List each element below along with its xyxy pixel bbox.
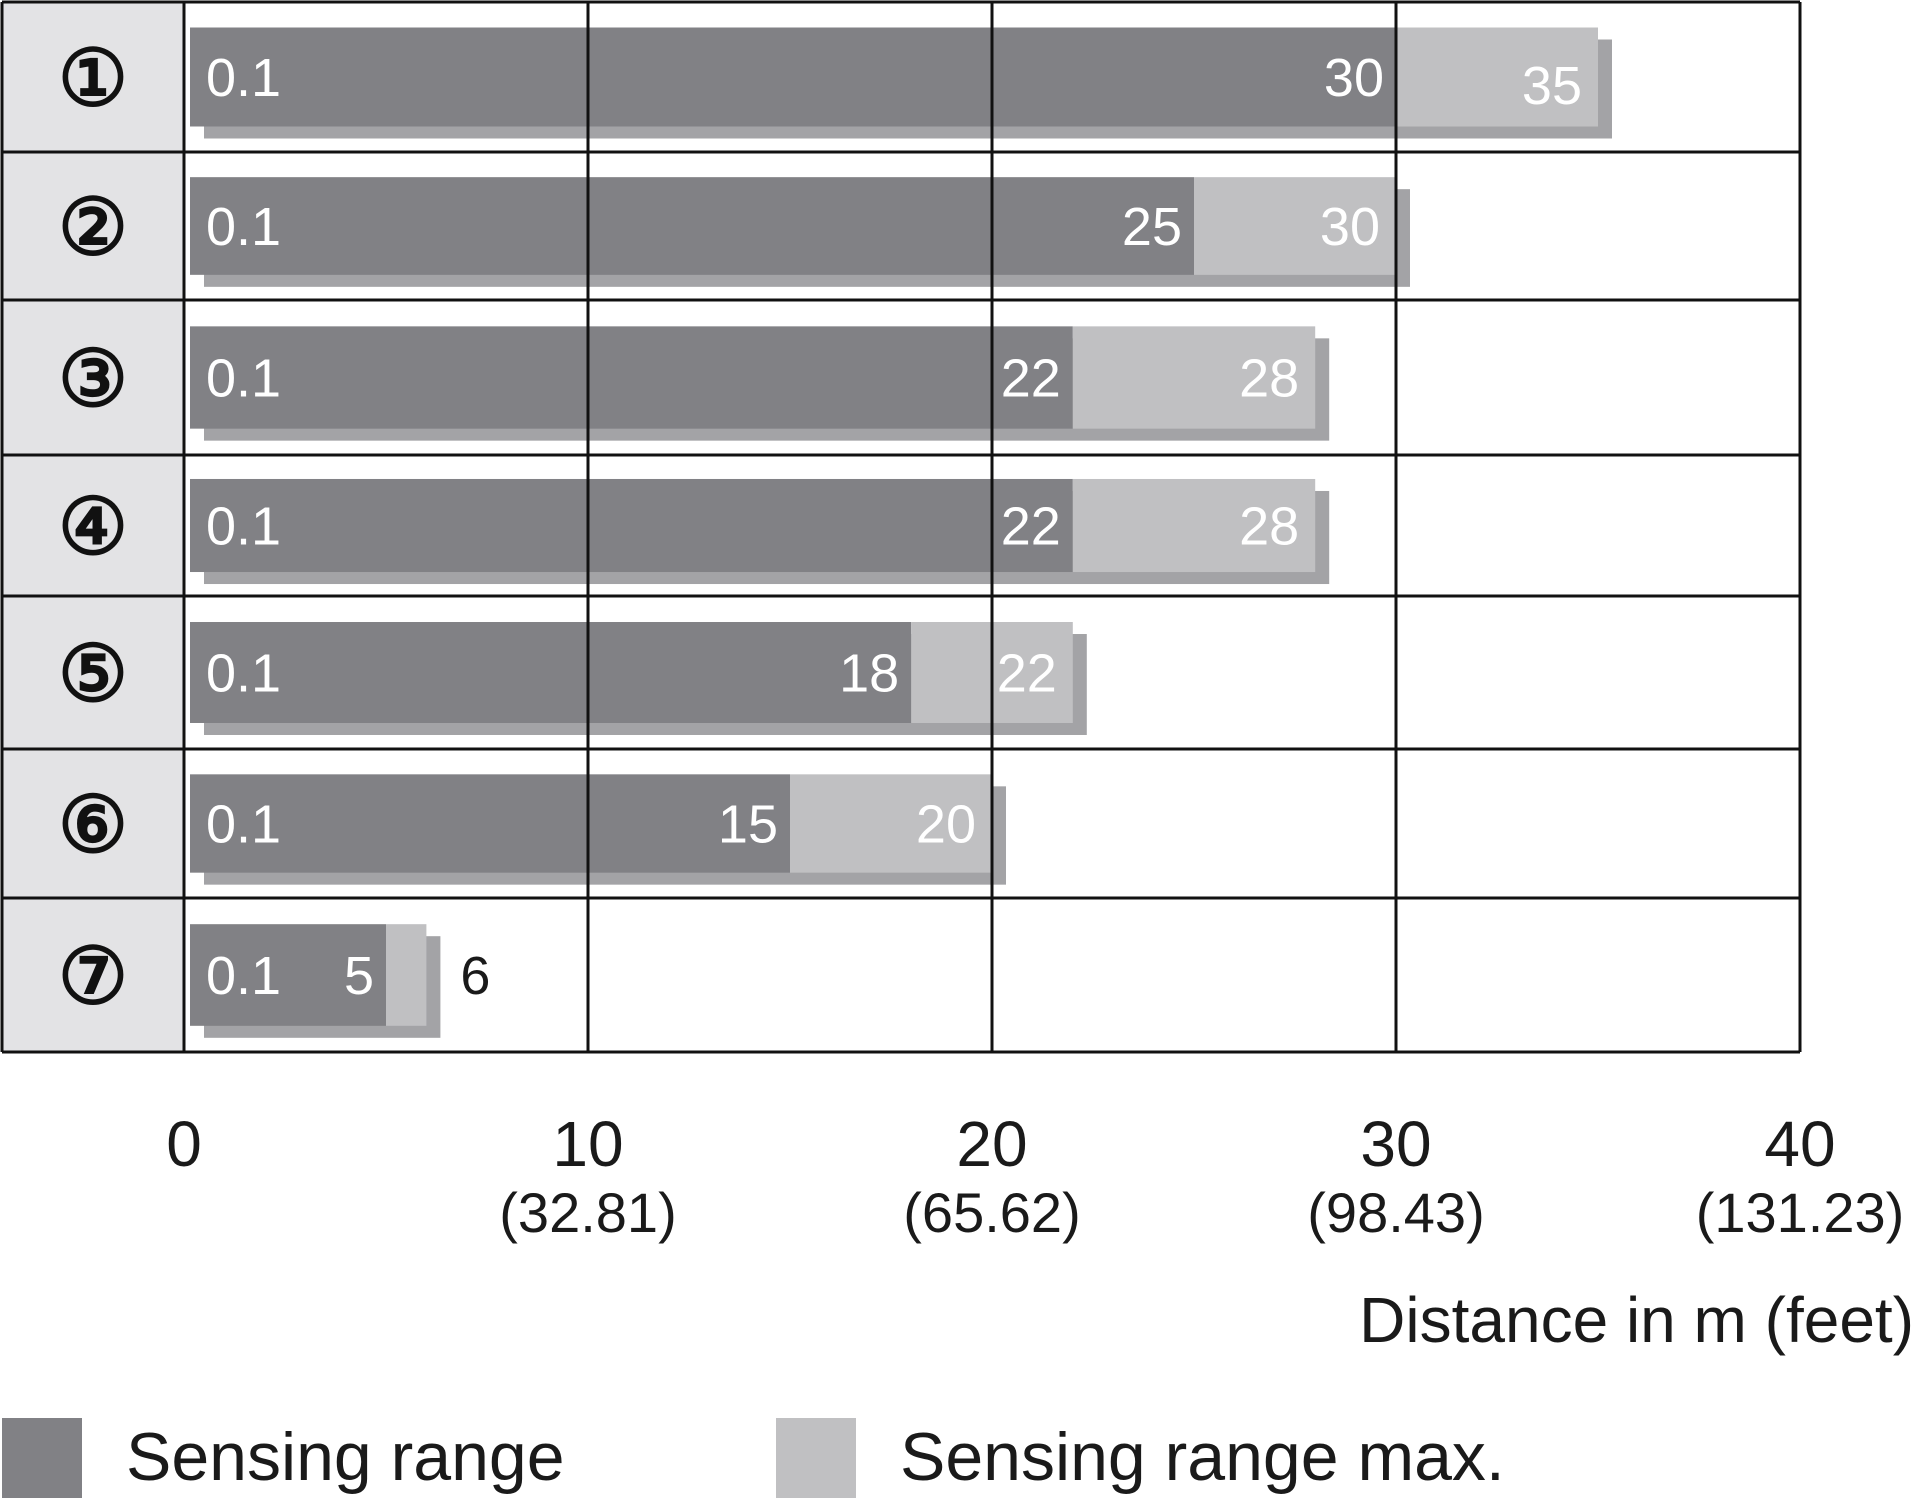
bar-max-value-label: 30 bbox=[1320, 197, 1380, 257]
bar-sensing-range-max bbox=[790, 774, 992, 873]
bar-start-label: 0.1 bbox=[206, 349, 281, 409]
bar-sensing-range-max bbox=[1194, 177, 1396, 275]
row-label: ③ bbox=[58, 334, 128, 425]
bar-start-label: 0.1 bbox=[206, 795, 281, 855]
bar-sensing-range bbox=[190, 478, 1073, 573]
row-label: ① bbox=[58, 33, 128, 124]
x-tick-label: 20 bbox=[956, 1108, 1027, 1180]
legend-label-sensing-range: Sensing range bbox=[126, 1419, 565, 1495]
x-tick-sublabel: (65.62) bbox=[903, 1181, 1080, 1244]
bar-start-label: 0.1 bbox=[206, 197, 281, 257]
bar-max-value-label: 20 bbox=[916, 795, 976, 855]
x-tick-label: 0 bbox=[166, 1108, 202, 1180]
legend-swatch-sensing-range bbox=[2, 1418, 82, 1498]
bar-start-label: 0.1 bbox=[206, 48, 281, 108]
bar-max-value-label: 28 bbox=[1239, 497, 1299, 557]
bar-sensing-range bbox=[190, 774, 790, 873]
legend-swatch-sensing-range-max bbox=[776, 1418, 856, 1498]
legend-label-sensing-range-max: Sensing range max. bbox=[900, 1419, 1505, 1495]
x-tick-label: 10 bbox=[552, 1108, 623, 1180]
bar-sensing-range bbox=[190, 622, 912, 723]
row-label: ⑥ bbox=[58, 780, 128, 871]
row-label: ④ bbox=[58, 482, 128, 573]
x-tick-label: 40 bbox=[1764, 1108, 1835, 1180]
bar-max-value-label: 28 bbox=[1239, 349, 1299, 409]
x-axis-title: Distance in m (feet) bbox=[1359, 1284, 1914, 1356]
x-tick-sublabel: (32.81) bbox=[499, 1181, 676, 1244]
row-label: ⑦ bbox=[58, 931, 128, 1022]
bar-sensing-range bbox=[190, 326, 1073, 429]
bar-max-value-label: 6 bbox=[460, 946, 490, 1006]
bar-sensing-range-max bbox=[1072, 326, 1316, 429]
x-tick-sublabel: (131.23) bbox=[1696, 1181, 1905, 1244]
bar-sensing-range-max bbox=[1072, 478, 1316, 573]
bar-sensing-range bbox=[190, 27, 1396, 127]
bar-value-label: 18 bbox=[839, 644, 899, 704]
row-label: ⑤ bbox=[58, 629, 128, 720]
bar-value-label: 22 bbox=[1001, 349, 1061, 409]
x-tick-label: 30 bbox=[1360, 1108, 1431, 1180]
bar-start-label: 0.1 bbox=[206, 644, 281, 704]
bar-sensing-range bbox=[190, 177, 1194, 275]
bar-max-value-label: 22 bbox=[997, 644, 1057, 704]
bar-max-value-label: 35 bbox=[1522, 56, 1582, 116]
bar-start-label: 0.1 bbox=[206, 497, 281, 557]
bar-value-label: 15 bbox=[718, 795, 778, 855]
row-label-column bbox=[2, 2, 184, 1052]
x-tick-sublabel: (98.43) bbox=[1307, 1181, 1484, 1244]
bar-sensing-range-max bbox=[386, 924, 427, 1026]
bar-value-label: 25 bbox=[1122, 197, 1182, 257]
bar-sensing-range bbox=[190, 924, 386, 1026]
row-label: ② bbox=[58, 182, 128, 273]
bar-value-label: 5 bbox=[344, 946, 374, 1006]
bar-sensing-range-max bbox=[1396, 27, 1598, 127]
bar-value-label: 30 bbox=[1324, 48, 1384, 108]
bar-value-label: 22 bbox=[1001, 497, 1061, 557]
bar-start-label: 0.1 bbox=[206, 946, 281, 1006]
